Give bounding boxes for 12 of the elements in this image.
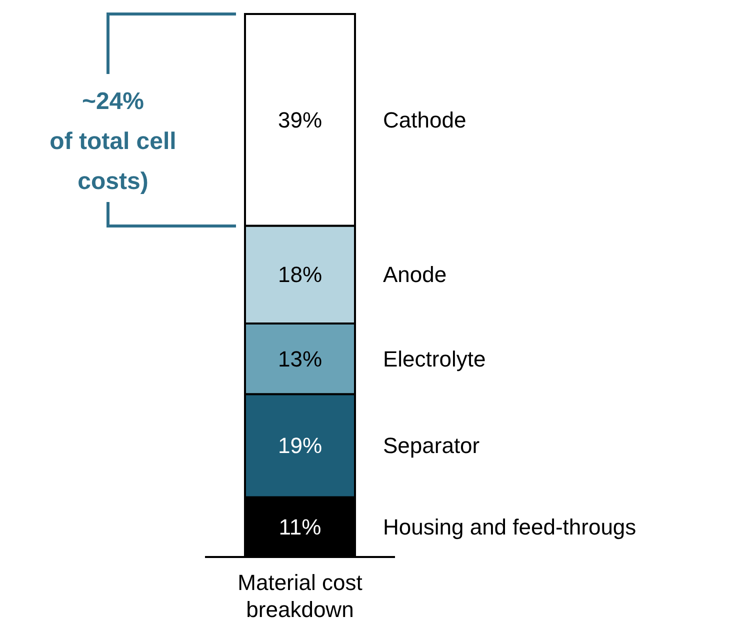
text: ~24% of total cell costs) [18,82,208,202]
data-label: 19% [278,433,322,458]
data-label: 18% [278,262,322,288]
series-label: Separator [383,433,480,458]
data-label: 39% [278,107,322,132]
series-label: Electrolyte [383,346,486,372]
series-label: Cathode [383,107,466,132]
series-label: Anode [383,262,447,288]
series-label: Housing and feed-througs [383,514,636,540]
data-label: 11% [278,514,322,540]
x-tick-label: Material cost breakdown [236,569,364,623]
data-label: 13% [278,346,322,372]
